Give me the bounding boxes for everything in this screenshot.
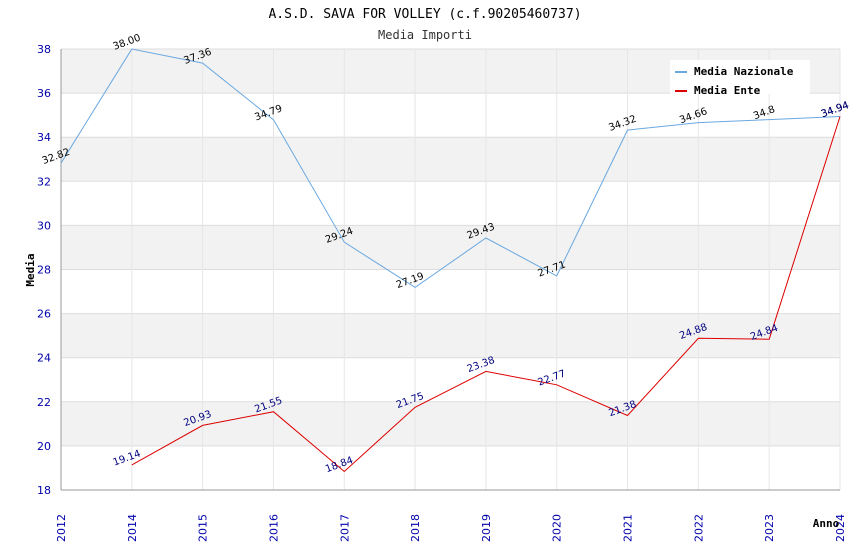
x-axis-ticks: 2012 2014 2015 2016 2017 2018 2019 2020 2021 2022…	[55, 514, 847, 542]
legend-label-series-0: Media Nazionale	[694, 65, 794, 78]
gridlines	[60, 48, 841, 491]
y-tick-label: 20	[37, 440, 51, 453]
y-tick-label: 26	[37, 308, 51, 321]
y-tick-label: 34	[37, 131, 51, 144]
x-tick-label: 2022	[692, 514, 705, 542]
x-tick-label: 2021	[622, 514, 635, 542]
y-tick-label: 38	[37, 43, 51, 56]
plot-background-bands	[61, 49, 840, 446]
series-lines	[60, 48, 841, 473]
chart-title: A.S.D. SAVA FOR VOLLEY (c.f.90205460737)	[268, 7, 581, 22]
x-axis-label: Anno	[813, 517, 840, 530]
y-tick-label: 36	[37, 87, 51, 100]
y-tick-label: 28	[37, 264, 51, 277]
x-tick-label: 2015	[197, 514, 210, 542]
y-tick-label: 32	[37, 175, 51, 188]
y-tick-label: 30	[37, 219, 51, 232]
data-label: 22.77	[537, 368, 568, 388]
data-label: 19.14	[112, 448, 143, 468]
y-axis-label: Media	[24, 253, 37, 286]
data-label: 34.32	[607, 114, 638, 134]
plot-band	[61, 401, 840, 446]
x-tick-label: 2019	[480, 514, 493, 542]
legend-box	[670, 60, 810, 94]
plot-band	[61, 137, 840, 182]
axes	[60, 49, 840, 491]
plot-band	[61, 313, 840, 358]
series-line-1	[131, 116, 841, 473]
x-tick-label: 2014	[126, 514, 139, 542]
x-tick-label: 2017	[338, 514, 351, 542]
series-line-0	[60, 48, 841, 289]
legend-label-series-1: Media Ente	[694, 84, 761, 97]
x-tick-label: 2020	[551, 514, 564, 542]
x-tick-label: 2023	[763, 514, 776, 542]
y-tick-label: 18	[37, 484, 51, 497]
data-label: 27.19	[395, 271, 426, 291]
x-tick-label: 2012	[55, 514, 68, 542]
data-label: 34.79	[253, 103, 284, 123]
x-tick-label: 2016	[267, 514, 280, 542]
x-tick-label: 2018	[409, 514, 422, 542]
y-tick-label: 24	[37, 352, 51, 365]
y-axis-ticks: 18 20 22 24 26 28 30 32 34 36 38	[37, 43, 51, 497]
y-tick-label: 22	[37, 396, 51, 409]
chart-subtitle: Media Importi	[378, 28, 472, 42]
x-tick-label: 2024	[834, 514, 847, 542]
legend: Media Nazionale Media Ente	[670, 60, 810, 97]
